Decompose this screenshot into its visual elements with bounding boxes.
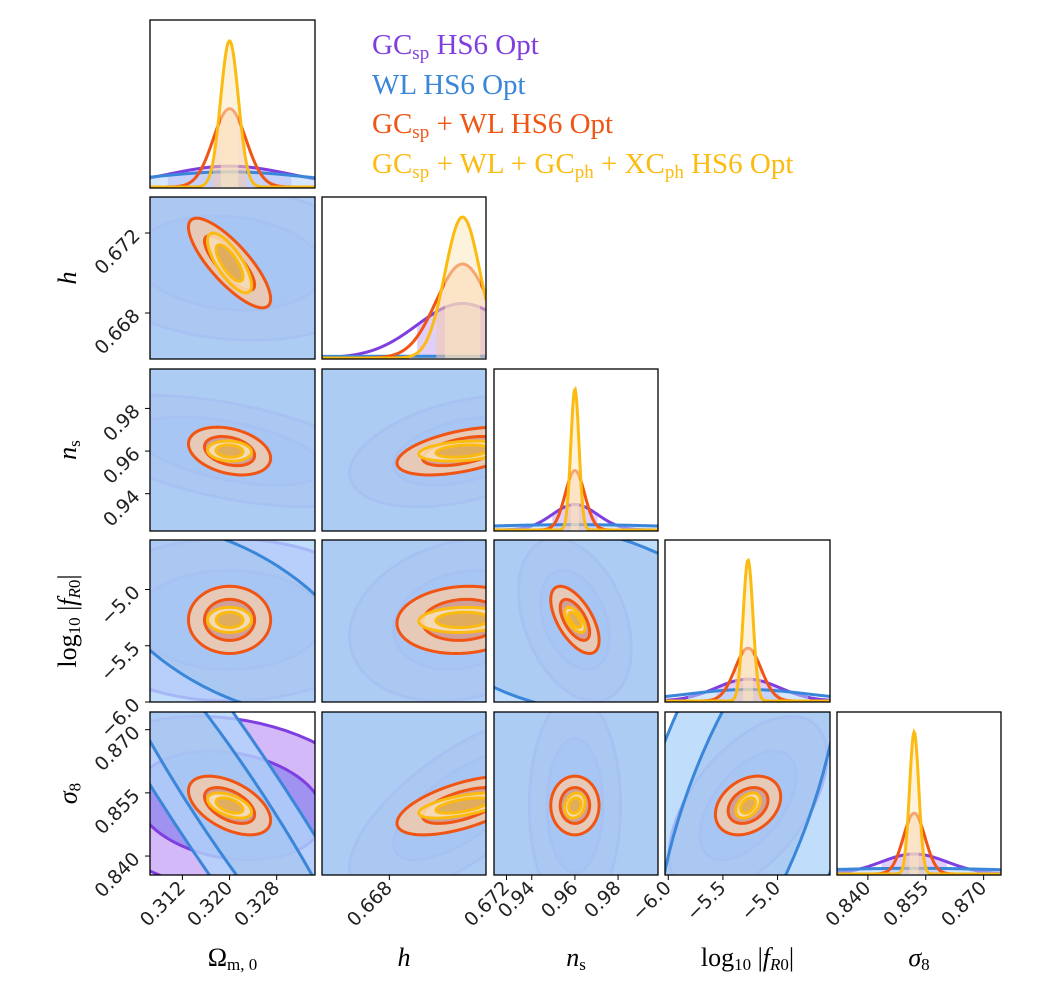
panel-logfR0-vs-logfR0: [664, 539, 831, 703]
panel-frame: [149, 196, 316, 360]
panel-frame: [321, 539, 487, 703]
panel-frame: [321, 711, 487, 876]
contour-1sigma-series-3: [434, 610, 486, 630]
marginal-curve-3: [322, 215, 486, 359]
y-axis-label-logfR0: log10 |fR0|: [53, 574, 84, 667]
contour-1sigma-series-3: [214, 610, 245, 630]
panel-Om-vs-Om: [149, 19, 316, 189]
panel-frame: [493, 711, 659, 876]
y-tick-label: −5.0: [96, 581, 144, 629]
x-tick-label: 0.328: [230, 877, 284, 931]
x-tick-label: 0.840: [821, 877, 875, 931]
panel-frame: [493, 368, 659, 532]
x-axis-label-ns: ns: [566, 943, 586, 973]
x-tick-label: 0.855: [879, 877, 933, 931]
contour-1sigma-series-3: [214, 443, 245, 459]
marginal-curve-3: [665, 557, 830, 702]
panel-frame: [664, 539, 831, 703]
y-tick-label: 0.672: [91, 225, 145, 279]
legend-entry-all: GCsp + WL + GCph + XCph HS6 Opt: [372, 147, 794, 183]
y-tick-label: −5.5: [96, 638, 144, 686]
panel-frame: [493, 539, 659, 703]
y-axis-label-ns: ns: [53, 440, 84, 460]
legend-entry-wl: WL HS6 Opt: [372, 68, 526, 101]
panel-h-vs-Om: 0.668 0.672: [91, 196, 316, 360]
contour-1sigma-series-3: [214, 243, 245, 283]
x-axis-label-s8: σ8: [908, 943, 929, 973]
panel-frame: [836, 711, 1002, 876]
panel-ns-vs-h: [321, 368, 487, 532]
panel-frame: [149, 539, 316, 703]
x-tick-label: −5.5: [682, 877, 730, 925]
contour-1sigma-series-3: [434, 443, 486, 459]
contour-1sigma-series-3: [567, 610, 583, 630]
y-tick-label: 0.855: [91, 785, 145, 839]
contour-1sigma-series-1: [322, 369, 486, 531]
panel-logfR0-vs-ns: [493, 539, 659, 703]
panel-ns-vs-ns: [493, 368, 659, 532]
contour-1sigma-series-3: [434, 796, 486, 815]
panel-frame: [321, 368, 487, 532]
x-tick-label: 0.98: [580, 877, 625, 922]
y-tick-label: 0.98: [99, 400, 144, 445]
y-tick-label: 0.668: [91, 305, 145, 359]
contour-1sigma-series-3: [567, 796, 583, 815]
contour-1sigma-series-3: [739, 796, 758, 815]
y-tick-label: 0.840: [91, 848, 145, 902]
y-tick-label: 0.94: [99, 486, 144, 531]
x-axis-label-h: h: [398, 943, 411, 972]
panel-ns-vs-Om: 0.940.960.98: [99, 368, 316, 532]
marginal-band-3: [220, 40, 239, 188]
panel-frame: [664, 711, 831, 876]
marginal-curve-3: [837, 728, 1001, 875]
panel-h-vs-h: [321, 196, 487, 360]
x-tick-label: −5.0: [737, 877, 785, 925]
contour-1sigma-series-3: [214, 796, 245, 815]
y-axis-label-h: h: [53, 272, 82, 285]
legend-entry-gcsp-wl: GCsp + WL HS6 Opt: [372, 108, 614, 143]
x-tick-label: 0.312: [136, 877, 190, 931]
panel-frame: [149, 19, 316, 189]
x-tick-label: 0.96: [537, 877, 582, 922]
panel-frame: [321, 196, 487, 360]
x-axis-label-Om: Ωm, 0: [208, 943, 258, 973]
y-axis-label-s8: σ8: [53, 783, 84, 804]
panel-s8-vs-s8: 0.840 0.855 0.870: [821, 711, 1002, 931]
marginal-curve-3: [494, 385, 658, 531]
x-tick-label: 0.668: [343, 877, 397, 931]
marginal-curve-3: [150, 39, 315, 188]
legend-entry-gcsp: GCsp HS6 Opt: [372, 29, 539, 64]
panel-frame: [149, 368, 316, 532]
panel-logfR0-vs-h: [321, 539, 487, 703]
panel-frame: [149, 711, 316, 876]
y-tick-label: 0.96: [99, 443, 144, 488]
x-axis-label-logfR0: log10 |fR0|: [701, 943, 794, 973]
x-tick-label: 0.320: [183, 877, 237, 931]
legend: GCsp HS6 Opt WL HS6 Opt GCsp + WL HS6 Op…: [372, 26, 793, 184]
x-tick-label: 0.870: [937, 877, 991, 931]
x-tick-label: −6.0: [628, 877, 676, 925]
marginal-band-3: [445, 217, 481, 358]
